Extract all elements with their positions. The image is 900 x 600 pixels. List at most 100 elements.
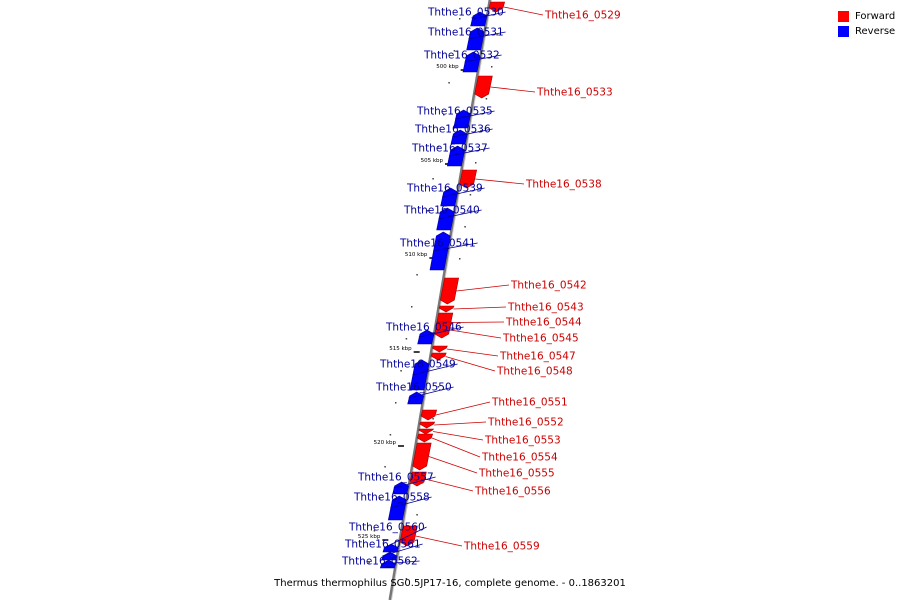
gene-label[interactable]: Ththe16_0530 [427,7,504,19]
gene-Ththe16_0548[interactable]: Ththe16_0548 [430,352,573,378]
backbone-line [388,0,492,600]
gene-arrow[interactable] [438,305,455,313]
gene-Ththe16_0557[interactable]: Ththe16_0557 [357,472,436,495]
gene-Ththe16_0532[interactable]: Ththe16_0532 [423,50,502,73]
gene-Ththe16_0549[interactable]: Ththe16_0549 [379,359,458,391]
gene-arrow[interactable] [418,428,435,435]
gene-label[interactable]: Ththe16_0555 [478,468,555,480]
gene-label[interactable]: Ththe16_0556 [474,486,551,498]
gene-label[interactable]: Ththe16_0548 [496,366,573,378]
gene-label[interactable]: Ththe16_0560 [348,522,425,534]
gene-Ththe16_0546[interactable]: Ththe16_0546 [385,322,464,345]
gene-arrow[interactable] [416,433,434,443]
scale-dot [405,338,408,340]
gene-arrow[interactable] [429,231,451,271]
gene-label[interactable]: Ththe16_0553 [484,435,561,447]
gene-label[interactable]: Ththe16_0546 [385,322,462,334]
gene-label[interactable]: Ththe16_0562 [341,556,418,568]
gene-Ththe16_0550[interactable]: Ththe16_0550 [375,382,454,405]
gene-arrow[interactable] [412,442,432,471]
gene-label[interactable]: Ththe16_0557 [357,472,434,484]
gene-label[interactable]: Ththe16_0540 [403,205,480,217]
scale-dot [437,386,440,388]
gene-label[interactable]: Ththe16_0532 [423,50,500,62]
gene-Ththe16_0531[interactable]: Ththe16_0531 [427,27,506,51]
scale-dot [437,146,440,148]
gene-arrow[interactable] [419,421,436,429]
gene-Ththe16_0542[interactable]: Ththe16_0542 [439,277,587,305]
gene-arrow[interactable] [431,345,448,353]
gene-Ththe16_0541[interactable]: Ththe16_0541 [399,231,478,271]
scale-dot [432,178,434,180]
gene-label[interactable]: Ththe16_0542 [510,280,587,292]
gene-label[interactable]: Ththe16_0537 [411,143,488,155]
gene-Ththe16_0537[interactable]: Ththe16_0537 [411,143,490,167]
gene-label[interactable]: Ththe16_0533 [536,87,613,99]
scale-dot [411,306,413,308]
gene-arrow[interactable] [420,409,438,421]
gene-Ththe16_0547[interactable]: Ththe16_0547 [431,345,576,363]
gene-arrow[interactable] [446,145,466,167]
gene-arrow[interactable] [440,187,459,207]
gene-Ththe16_0545[interactable]: Ththe16_0545 [434,321,579,345]
gene-label[interactable]: Ththe16_0550 [375,382,452,394]
gene-Ththe16_0560[interactable]: Ththe16_0560 [348,522,427,553]
gene-label[interactable]: Ththe16_0538 [525,179,602,191]
gene-label[interactable]: Ththe16_0529 [544,10,621,22]
gene-label[interactable]: Ththe16_0535 [416,106,493,118]
gene-Ththe16_0555[interactable]: Ththe16_0555 [412,442,555,480]
gene-label[interactable]: Ththe16_0545 [502,333,579,345]
gene-label[interactable]: Ththe16_0547 [499,351,576,363]
gene-arrow[interactable] [417,329,435,345]
legend-forward: Forward [838,9,895,24]
gene-Ththe16_0551[interactable]: Ththe16_0551 [420,397,568,421]
gene-Ththe16_0561[interactable]: Ththe16_0561 [344,539,423,561]
gene-label[interactable]: Ththe16_0541 [399,238,476,250]
gene-arrow[interactable] [453,109,472,129]
gene-label[interactable]: Ththe16_0561 [344,539,421,551]
gene-label[interactable]: Ththe16_0559 [463,541,540,553]
scale-dot [411,546,413,548]
gene-arrow[interactable] [434,321,452,339]
gene-arrow[interactable] [466,27,485,51]
gene-label[interactable]: Ththe16_0539 [406,183,483,195]
gene-Ththe16_0558[interactable]: Ththe16_0558 [353,492,432,521]
gene-Ththe16_0529[interactable]: Ththe16_0529 [488,1,621,22]
gene-Ththe16_0533[interactable]: Ththe16_0533 [474,75,613,99]
gene-label[interactable]: Ththe16_0552 [487,417,564,429]
gene-Ththe16_0562[interactable]: Ththe16_0562 [341,556,420,569]
gene-Ththe16_0535[interactable]: Ththe16_0535 [416,106,495,129]
gene-arrow[interactable] [462,51,481,73]
gene-label[interactable]: Ththe16_0551 [491,397,568,409]
gene-leader-line [446,348,499,357]
gene-label[interactable]: Ththe16_0536 [414,124,491,136]
gene-arrow[interactable] [488,1,506,13]
gene-label[interactable]: Ththe16_0558 [353,492,430,504]
gene-arrow[interactable] [470,11,488,27]
gene-arrow[interactable] [439,277,460,305]
gene-arrow[interactable] [474,75,493,99]
gene-Ththe16_0543[interactable]: Ththe16_0543 [438,302,584,314]
gene-arrow[interactable] [430,352,447,361]
gene-Ththe16_0538[interactable]: Ththe16_0538 [459,169,602,191]
gene-label[interactable]: Ththe16_0543 [507,302,584,314]
gene-leader-line [453,306,507,310]
gene-arrow[interactable] [436,207,455,231]
gene-Ththe16_0536[interactable]: Ththe16_0536 [414,124,493,145]
gene-Ththe16_0540[interactable]: Ththe16_0540 [403,205,482,231]
gene-Ththe16_0553[interactable]: Ththe16_0553 [418,428,561,447]
gene-Ththe16_0539[interactable]: Ththe16_0539 [406,183,485,207]
gene-leader-line [433,242,478,252]
gene-arrow[interactable] [387,495,407,521]
gene-arrow[interactable] [450,129,468,145]
gene-leader-line [418,326,464,338]
gene-Ththe16_0554[interactable]: Ththe16_0554 [416,433,558,464]
gene-arrow[interactable] [459,169,478,189]
gene-Ththe16_0552[interactable]: Ththe16_0552 [419,417,564,429]
gene-Ththe16_0530[interactable]: Ththe16_0530 [427,7,506,27]
gene-label[interactable]: Ththe16_0544 [505,317,582,329]
gene-arrow[interactable] [409,359,430,391]
gene-label[interactable]: Ththe16_0554 [481,452,558,464]
gene-label[interactable]: Ththe16_0531 [427,27,504,39]
gene-label[interactable]: Ththe16_0549 [379,359,456,371]
